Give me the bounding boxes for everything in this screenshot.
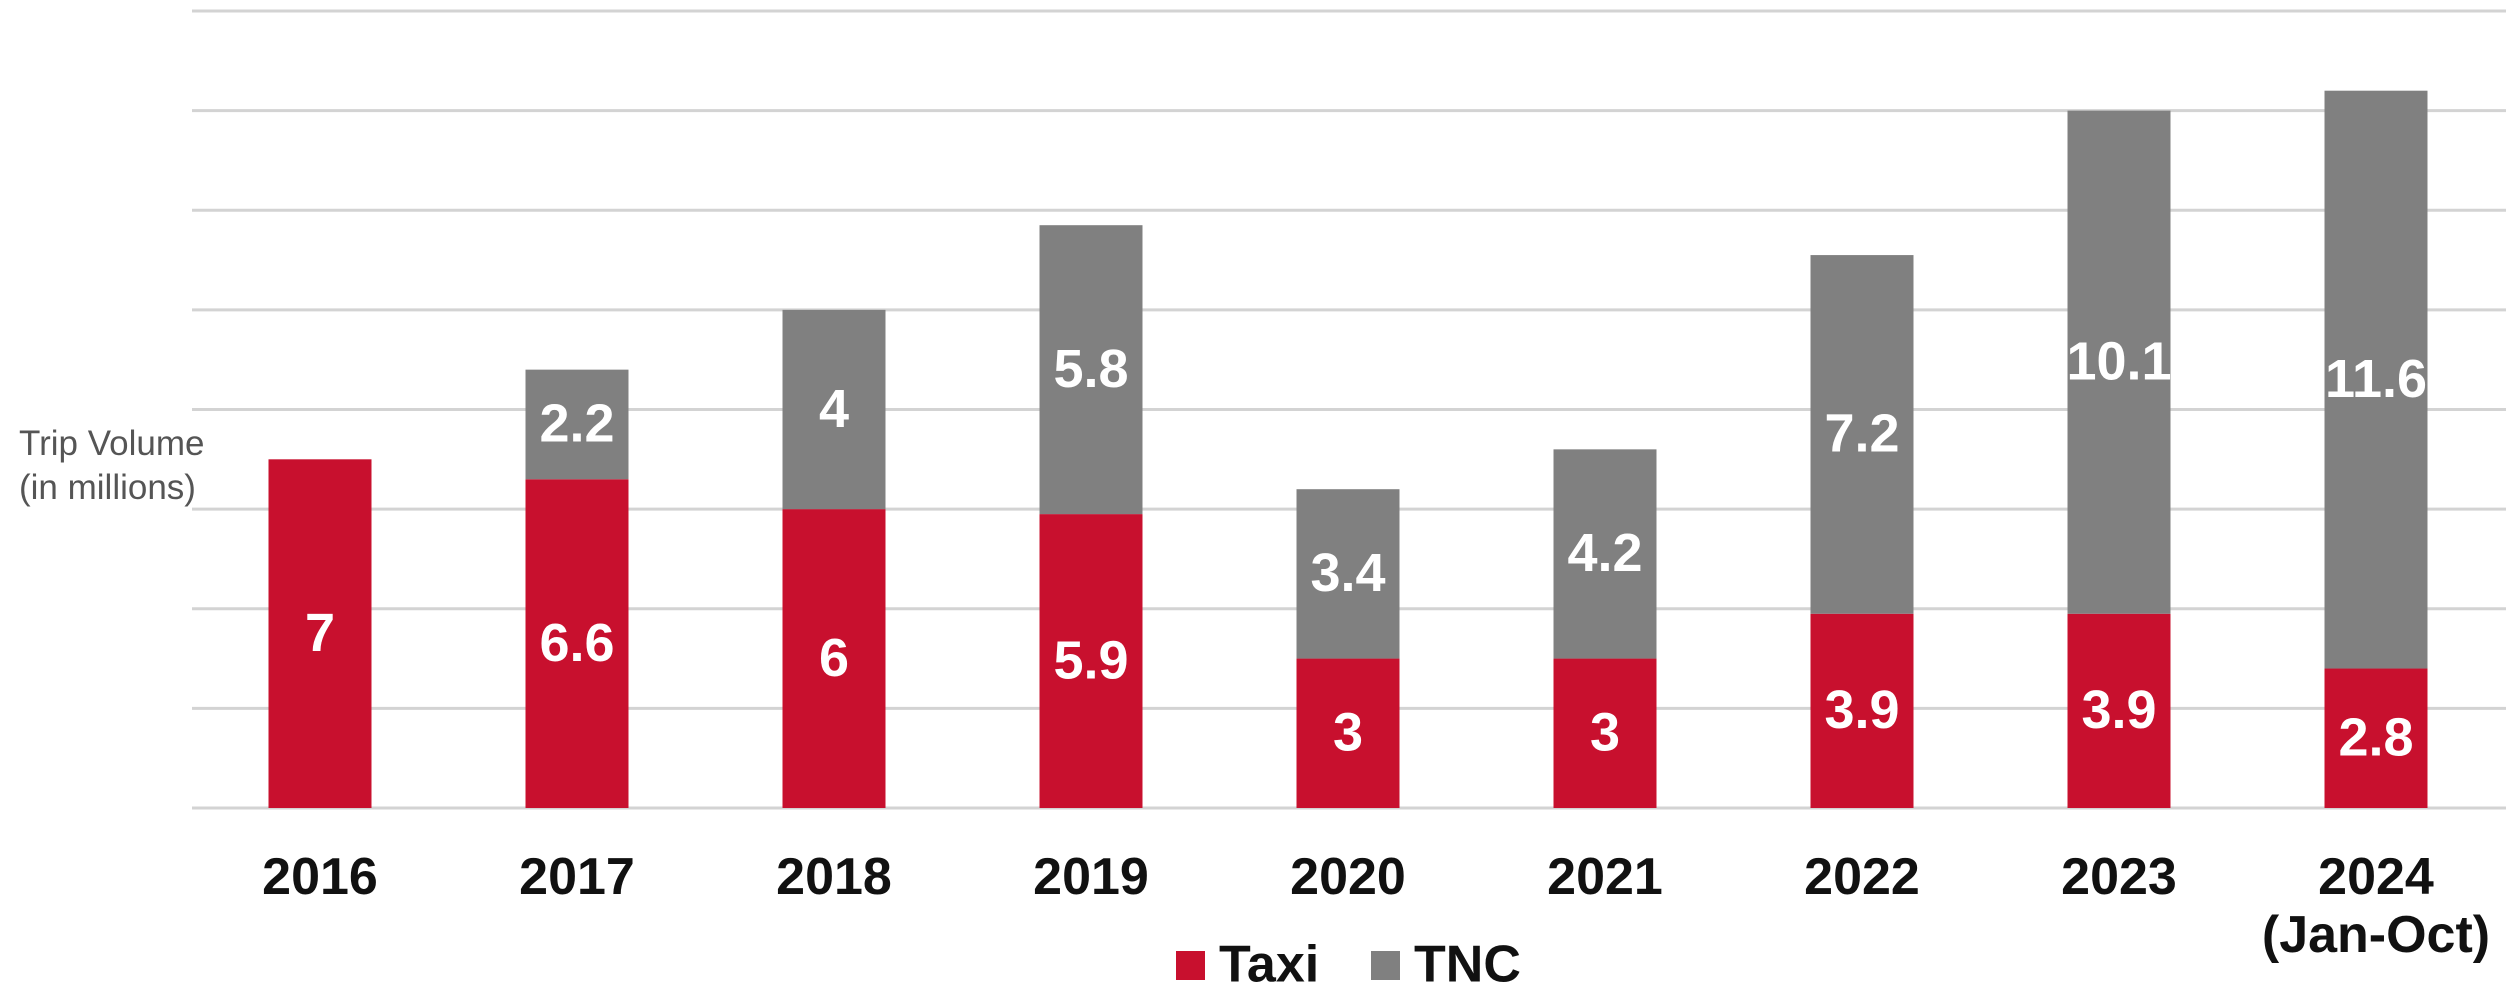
bar-segment (525, 479, 629, 808)
value-label: 4 (819, 379, 849, 439)
x-tick-label: 2021 (1547, 848, 1663, 906)
bar-segment (2067, 110, 2171, 614)
bar-segment (782, 509, 886, 808)
x-tick-label: 2020 (1290, 848, 1406, 906)
value-label: 3.9 (1824, 680, 1899, 740)
x-tick-label: 2024 (Jan-Oct) (2261, 848, 2491, 964)
value-label: 3 (1333, 703, 1363, 763)
value-label: 5.8 (1053, 339, 1128, 399)
bar-segment (2324, 668, 2428, 808)
x-tick-label: 2017 (519, 848, 635, 906)
value-label: 6 (819, 628, 849, 688)
bar-segment (525, 369, 629, 480)
value-label: 10.1 (2066, 331, 2171, 391)
bar-segment (1553, 658, 1657, 808)
bar-segment (1553, 449, 1657, 659)
bar-segment (1039, 514, 1143, 808)
legend-swatch (1371, 951, 1400, 980)
legend-label: TNC (1414, 936, 1521, 991)
value-label: 11.6 (2325, 349, 2427, 409)
x-tick-label: 2018 (776, 848, 892, 906)
bar-segment (1810, 613, 1914, 808)
value-label: 2.2 (539, 394, 614, 454)
value-label: 7.2 (1824, 404, 1899, 464)
x-tick-label: 2023 (2061, 848, 2177, 906)
value-label: 6.6 (539, 613, 614, 673)
value-label: 7 (305, 603, 335, 663)
value-label: 2.8 (2338, 708, 2413, 768)
bar-segment (268, 459, 372, 808)
bar-segment (1810, 255, 1914, 614)
bar-segment (2067, 613, 2171, 808)
x-tick-label: 2019 (1033, 848, 1149, 906)
value-label: 5.9 (1053, 630, 1128, 690)
y-axis-label: Trip Volume (in millions) (19, 424, 205, 507)
x-tick-label: 2022 (1804, 848, 1920, 906)
bar-segment (1296, 489, 1400, 659)
legend-label: Taxi (1219, 936, 1319, 991)
x-tick-label: 2016 (262, 848, 378, 906)
legend-swatch (1176, 951, 1205, 980)
bar-segment (1039, 225, 1143, 515)
value-label: 3 (1590, 703, 1620, 763)
bar-segment (1296, 658, 1400, 808)
value-label: 3.4 (1310, 543, 1385, 603)
value-label: 4.2 (1567, 523, 1642, 583)
value-label: 3.9 (2081, 680, 2156, 740)
bar-segment (782, 309, 886, 510)
bar-segment (2324, 90, 2428, 669)
